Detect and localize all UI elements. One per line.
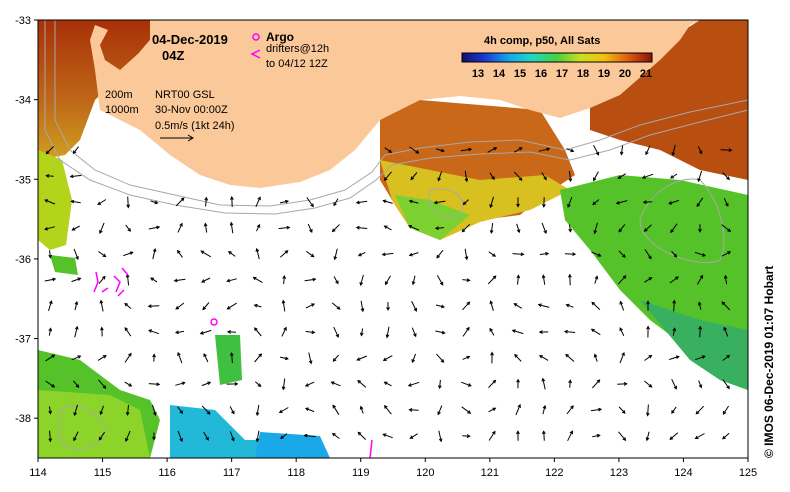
x-tick-label: 118 [287, 467, 305, 479]
y-axis: -33 -34 -35 -36 -37 -38 [15, 15, 38, 425]
x-tick-label: 114 [29, 467, 47, 479]
model-time-label: 30-Nov 00:00Z [155, 104, 228, 116]
colorbar-tick-label: 17 [556, 68, 568, 80]
argo-legend-icon [252, 33, 260, 41]
x-tick-label: 117 [223, 467, 241, 479]
argo-float-marker [210, 318, 218, 326]
colorbar-tick-label: 16 [535, 68, 547, 80]
bathymetry-contours [44, 20, 748, 450]
x-tick-label: 120 [416, 467, 434, 479]
drifter-label-line1: drifters@12h [266, 43, 329, 55]
map-time: 04Z [162, 48, 184, 63]
x-tick-label: 119 [352, 467, 370, 479]
x-tick-label: 124 [674, 467, 692, 479]
colorbar-tick-label: 15 [514, 68, 526, 80]
y-tick-label: -35 [15, 174, 31, 186]
colorbar [461, 52, 653, 63]
map-date: 04-Dec-2019 [152, 32, 228, 47]
current-vectors [44, 144, 733, 443]
drifter-tracks [93, 267, 373, 458]
colorbar-tick-label: 14 [493, 68, 506, 80]
y-tick-label: -37 [15, 334, 31, 346]
plot-frame [37, 19, 749, 459]
x-tick-label: 115 [94, 467, 112, 479]
colorbar-tick-label: 13 [472, 68, 484, 80]
scale-label: 0.5m/s (1kt 24h) [155, 120, 234, 132]
colorbar-ticks: 13 14 15 16 17 18 19 20 21 [472, 68, 652, 80]
argo-label: Argo [266, 30, 294, 44]
x-axis: 114 115 116 117 118 119 120 121 122 123 124 125 [29, 458, 757, 479]
x-tick-label: 121 [481, 467, 499, 479]
drifter-legend-icon [250, 49, 261, 59]
sst-field [38, 20, 748, 458]
x-tick-label: 123 [610, 467, 628, 479]
depth-label-200: 200m [105, 89, 133, 101]
colorbar-title: 4h comp, p50, All Sats [484, 35, 600, 47]
y-tick-label: -34 [15, 95, 31, 107]
x-tick-label: 122 [545, 467, 563, 479]
colorbar-tick-label: 19 [598, 68, 610, 80]
x-tick-label: 116 [158, 467, 176, 479]
drifter-label-line2: to 04/12 12Z [266, 58, 328, 70]
credit-text: © IMOS 06-Dec-2019 01:07 Hobart [762, 265, 776, 458]
colorbar-tick-label: 18 [577, 68, 589, 80]
y-tick-label: -38 [15, 413, 31, 425]
colorbar-tick-label: 20 [619, 68, 631, 80]
x-tick-label: 125 [739, 467, 757, 479]
y-tick-label: -36 [15, 254, 31, 266]
y-tick-label: -33 [15, 15, 31, 27]
model-label: NRT00 GSL [155, 89, 215, 101]
depth-label-1000: 1000m [105, 104, 139, 116]
scale-arrow-icon [160, 134, 194, 142]
colorbar-tick-label: 21 [640, 68, 652, 80]
